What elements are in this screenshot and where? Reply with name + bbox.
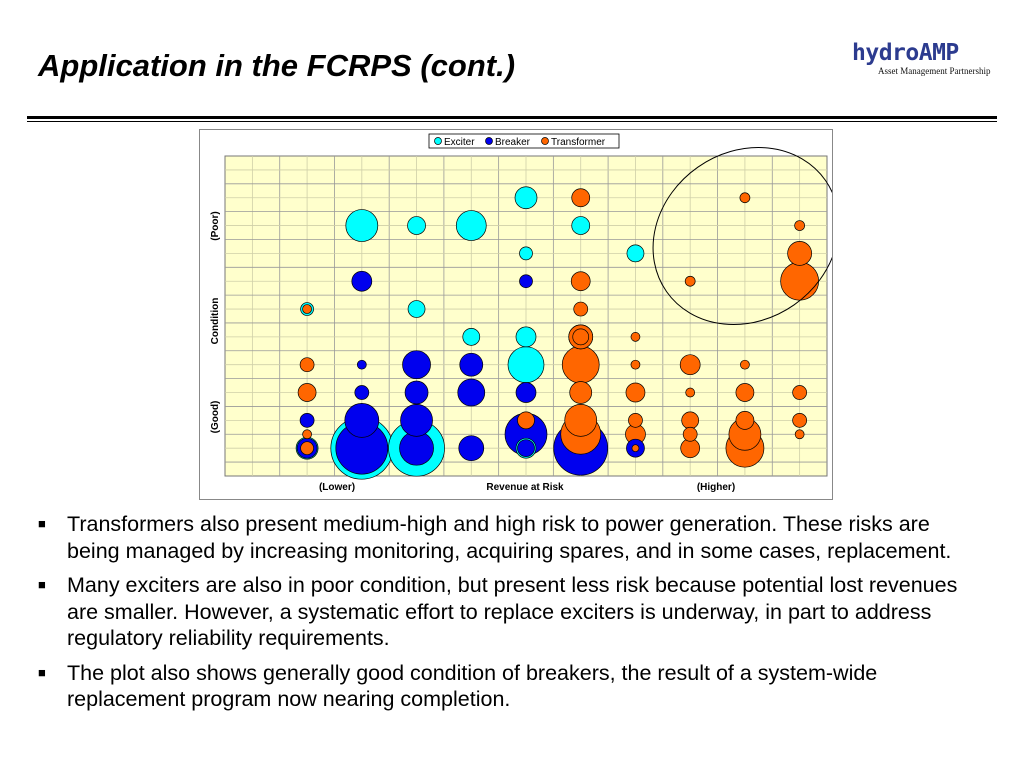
legend-box (428, 133, 620, 149)
bubble-exciter (515, 326, 537, 348)
x-axis-label: Revenue at Risk (486, 482, 564, 493)
bubble-transformer (517, 411, 535, 430)
bubble-transformer (573, 301, 589, 317)
bullet-text: The plot also shows generally good condi… (67, 660, 878, 712)
bubble-exciter (507, 346, 545, 384)
bullet-marker: ■ (38, 516, 46, 531)
bubble-breaker (344, 402, 380, 438)
bubble-exciter (462, 328, 481, 346)
bubble-exciter (455, 210, 487, 241)
title-divider-thin (27, 121, 997, 122)
bullet-item: ■ The plot also shows generally good cond… (38, 660, 988, 713)
logo-wordmark: hydroAMP (852, 40, 959, 66)
bubble-breaker (402, 350, 431, 380)
hydroamp-logo: hydroAMP Asset Management Partnership (852, 40, 1002, 80)
bubble-transformer (739, 192, 751, 204)
bubble-transformer (792, 385, 807, 400)
risk-bubble-chart: Exciter Breaker Transformer (Poor) Condi… (199, 129, 833, 500)
bubble-breaker (299, 412, 315, 428)
bubble-exciter (407, 216, 426, 235)
bubble-transformer (679, 354, 701, 376)
bubble-transformer (681, 411, 700, 430)
bubble-transformer (625, 382, 646, 403)
bubble-transformer (780, 261, 819, 301)
bullet-marker: ■ (38, 664, 46, 680)
bubble-transformer (684, 275, 696, 287)
bubble-breaker (515, 382, 537, 403)
bubble-transformer (571, 188, 591, 208)
bubble-breaker (519, 274, 533, 289)
bubble-exciter (626, 244, 645, 263)
bubble-breaker (457, 378, 486, 407)
legend-label-breaker: Breaker (495, 137, 531, 148)
bubble-breaker (458, 435, 485, 462)
legend-swatch-transformer (541, 137, 549, 145)
bullet-marker: ■ (38, 577, 46, 592)
bubble-breaker (351, 270, 373, 292)
bubble-breaker (459, 352, 484, 377)
bubble-transformer (682, 426, 698, 442)
bubble-transformer (685, 387, 696, 398)
y-axis-label: Condition (210, 298, 221, 345)
bubble-transformer (631, 444, 640, 453)
bubble-layer (295, 186, 819, 480)
legend-label-transformer: Transformer (551, 137, 606, 148)
legend-label-exciter: Exciter (444, 137, 475, 148)
x-tick-label-lower: (Lower) (319, 482, 355, 493)
high-risk-ellipse (652, 147, 832, 325)
bubble-breaker (356, 359, 367, 370)
bubble-transformer (794, 220, 805, 231)
bubble-transformer (564, 403, 598, 437)
bubble-exciter (571, 216, 591, 235)
bubble-transformer (570, 271, 591, 292)
bubble-breaker (404, 380, 429, 405)
bubble-transformer (628, 412, 643, 428)
legend-swatch-exciter (434, 137, 442, 145)
bubble-transformer (297, 383, 317, 402)
bubble-transformer (630, 332, 641, 342)
bubble-transformer (300, 441, 314, 456)
x-tick-label-higher: (Higher) (697, 482, 735, 493)
slide-title: Application in the FCRPS (cont.) (38, 48, 516, 83)
bubble-transformer (561, 345, 600, 384)
bubble-transformer (569, 381, 593, 404)
bubble-transformer (787, 241, 812, 266)
bullet-item: ■ Transformers also present medium-high a… (38, 511, 988, 564)
y-tick-label-poor: (Poor) (210, 211, 221, 240)
bubble-transformer (572, 328, 590, 346)
bubble-transformer (630, 359, 641, 370)
bullet-list: ■ Transformers also present medium-high a… (38, 511, 988, 721)
legend-swatch-breaker (485, 137, 493, 145)
bullet-text: Transformers also present medium-high an… (67, 512, 952, 563)
bubble-transformer (735, 383, 755, 402)
bullet-text: Many exciters are also in poor condition… (67, 573, 958, 650)
bullet-item: ■ Many exciters are also in poor conditio… (38, 572, 988, 652)
y-tick-label-good: (Good) (210, 401, 221, 434)
bubble-transformer (299, 357, 315, 373)
bubble-breaker (400, 403, 433, 437)
bubble-transformer (302, 429, 312, 440)
bubble-transformer (302, 304, 312, 314)
bubble-transformer (735, 410, 755, 430)
bubble-breaker (354, 385, 370, 400)
logo-tagline: Asset Management Partnership (878, 66, 991, 76)
bubble-transformer (740, 359, 750, 370)
bubble-transformer (794, 429, 805, 440)
bubble-exciter (514, 186, 538, 210)
bubble-exciter (407, 300, 426, 318)
bubble-transformer (792, 412, 807, 428)
chart-legend: Exciter Breaker Transformer (428, 133, 620, 149)
chart-canvas: Exciter Breaker Transformer (Poor) Condi… (210, 133, 832, 493)
bubble-exciter (345, 209, 379, 242)
bubble-exciter (519, 246, 533, 261)
title-divider-thick (27, 116, 997, 119)
bubble-breaker (517, 439, 535, 458)
